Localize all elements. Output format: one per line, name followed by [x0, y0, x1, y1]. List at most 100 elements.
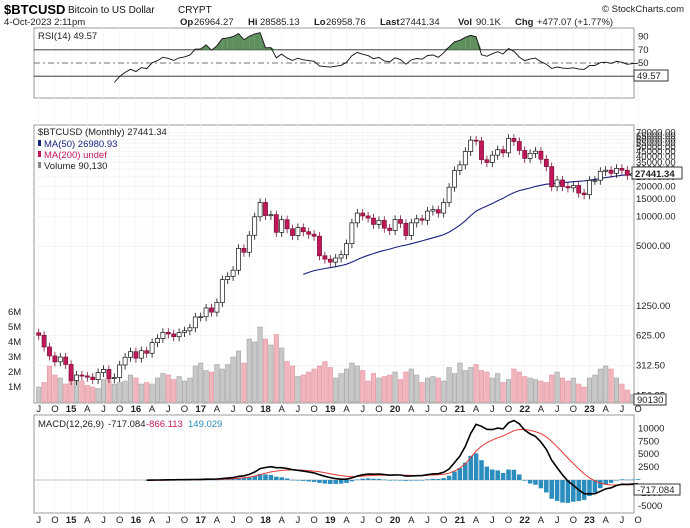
- macd-histogram-bar: [587, 480, 592, 497]
- volume-bar: [565, 380, 571, 403]
- macd-histogram-bar: [430, 478, 436, 480]
- candle-body: [398, 219, 403, 224]
- volume-bar: [559, 377, 566, 403]
- x-tick-label: O: [440, 404, 447, 415]
- candle-body: [365, 215, 371, 219]
- volume-bar: [149, 383, 155, 403]
- volume-bar: [624, 389, 630, 403]
- volume-bar: [57, 377, 63, 403]
- candle-body: [430, 209, 436, 212]
- volume-legend-swatch: [38, 162, 41, 168]
- x-tick-label: J: [296, 404, 301, 415]
- macd-value: -717.084: [108, 419, 146, 430]
- x-tick-label: J: [555, 515, 560, 526]
- volume-bar: [484, 371, 490, 403]
- x-tick-label: 21: [455, 515, 466, 526]
- x-tick-label: J: [166, 404, 171, 415]
- macd-histogram-bar: [322, 480, 328, 484]
- macd-histogram-bar: [522, 480, 527, 481]
- macd-histogram-bar: [311, 480, 317, 482]
- candle-body: [349, 222, 355, 245]
- price-tick-label: 55000.00: [636, 138, 676, 149]
- candle-body: [500, 149, 506, 154]
- candle-body: [344, 243, 349, 256]
- candle-body: [230, 269, 236, 277]
- rsi-overbought-fill: [243, 36, 250, 50]
- x-tick-label: A: [343, 404, 350, 415]
- volume-bar: [100, 379, 107, 403]
- rsi-overbought-fill: [443, 46, 450, 50]
- x-tick-label: 18: [260, 404, 271, 415]
- candle-body: [614, 168, 619, 174]
- axis-layer: 70000.0065000.0060000.0055000.0050000.00…: [8, 32, 676, 526]
- volume-bar: [284, 361, 290, 403]
- candle-body: [452, 170, 457, 188]
- macd-histogram-bar: [608, 480, 614, 483]
- volume-bar: [84, 385, 90, 403]
- volume-bar: [532, 379, 539, 403]
- volume-bar: [392, 371, 398, 403]
- volume-bar: [527, 377, 533, 403]
- vol-label: Vol: [458, 17, 472, 28]
- candle-body: [300, 227, 306, 233]
- candle-body: [155, 338, 160, 344]
- macd-histogram-bar: [284, 478, 290, 480]
- candle-body: [587, 179, 592, 196]
- volume-bar: [451, 373, 458, 403]
- macd-histogram-bar: [425, 479, 430, 480]
- rsi-overbought-fill: [470, 35, 477, 50]
- rsi-overbought-fill: [189, 49, 196, 50]
- macd-histogram-bar: [376, 478, 382, 480]
- volume-bar: [111, 383, 117, 403]
- volume-bar: [430, 376, 436, 403]
- price-tick-label: 1250.00: [636, 301, 670, 312]
- volume-bar: [376, 377, 382, 403]
- candle-body: [133, 351, 139, 359]
- candle-body: [549, 166, 555, 188]
- x-tick-label: J: [425, 515, 430, 526]
- x-tick-label: O: [634, 515, 641, 526]
- price-tick-label: 10000.00: [636, 211, 676, 222]
- macd-histogram-bar: [517, 474, 522, 480]
- volume-tick-label: 4M: [8, 337, 21, 348]
- x-tick-label: A: [214, 404, 221, 415]
- volume-bar: [397, 379, 404, 403]
- macd-histogram-bar: [360, 478, 365, 480]
- volume-bar: [273, 334, 279, 403]
- x-tick-label: J: [166, 515, 171, 526]
- volume-bar: [257, 326, 263, 403]
- rsi-tick-label: 70: [638, 45, 649, 56]
- candle-body: [252, 216, 258, 236]
- candle-body: [68, 364, 74, 381]
- volume-bar: [576, 383, 582, 403]
- macd-histogram-bar: [414, 480, 419, 481]
- macd-histogram-bar: [252, 475, 257, 480]
- price-tick-label: 20000.00: [636, 182, 676, 193]
- candle-body: [506, 138, 511, 154]
- volume-bar: [516, 371, 522, 403]
- macd-value-box: -717.084: [633, 483, 681, 496]
- candle-body: [376, 220, 382, 225]
- macd-histogram-bar: [328, 480, 333, 484]
- rsi-layer: [34, 32, 639, 83]
- macd-panel-frame: [33, 414, 635, 514]
- macd-tick-label: 7500: [638, 436, 659, 447]
- volume-bar: [505, 379, 512, 403]
- volume-bar: [144, 382, 150, 403]
- last-value: 27441.34: [400, 17, 440, 28]
- rsi-label: RSI(14) 49.57: [38, 31, 97, 42]
- candle-body: [338, 254, 344, 259]
- candle-body: [122, 356, 128, 366]
- candle-body: [311, 233, 317, 237]
- x-tick-label: O: [310, 515, 317, 526]
- x-tick-label: J: [620, 404, 625, 415]
- macd-histogram-bar: [290, 479, 295, 481]
- volume-bar: [403, 371, 409, 403]
- x-tick-label: A: [603, 404, 610, 415]
- candle-body: [619, 168, 625, 171]
- rsi-overbought-fill: [233, 33, 239, 50]
- macd-histogram-bar: [274, 476, 279, 480]
- x-tick-label: J: [36, 404, 41, 415]
- x-tick-label: O: [246, 404, 253, 415]
- rsi-overbought-fill: [249, 33, 255, 50]
